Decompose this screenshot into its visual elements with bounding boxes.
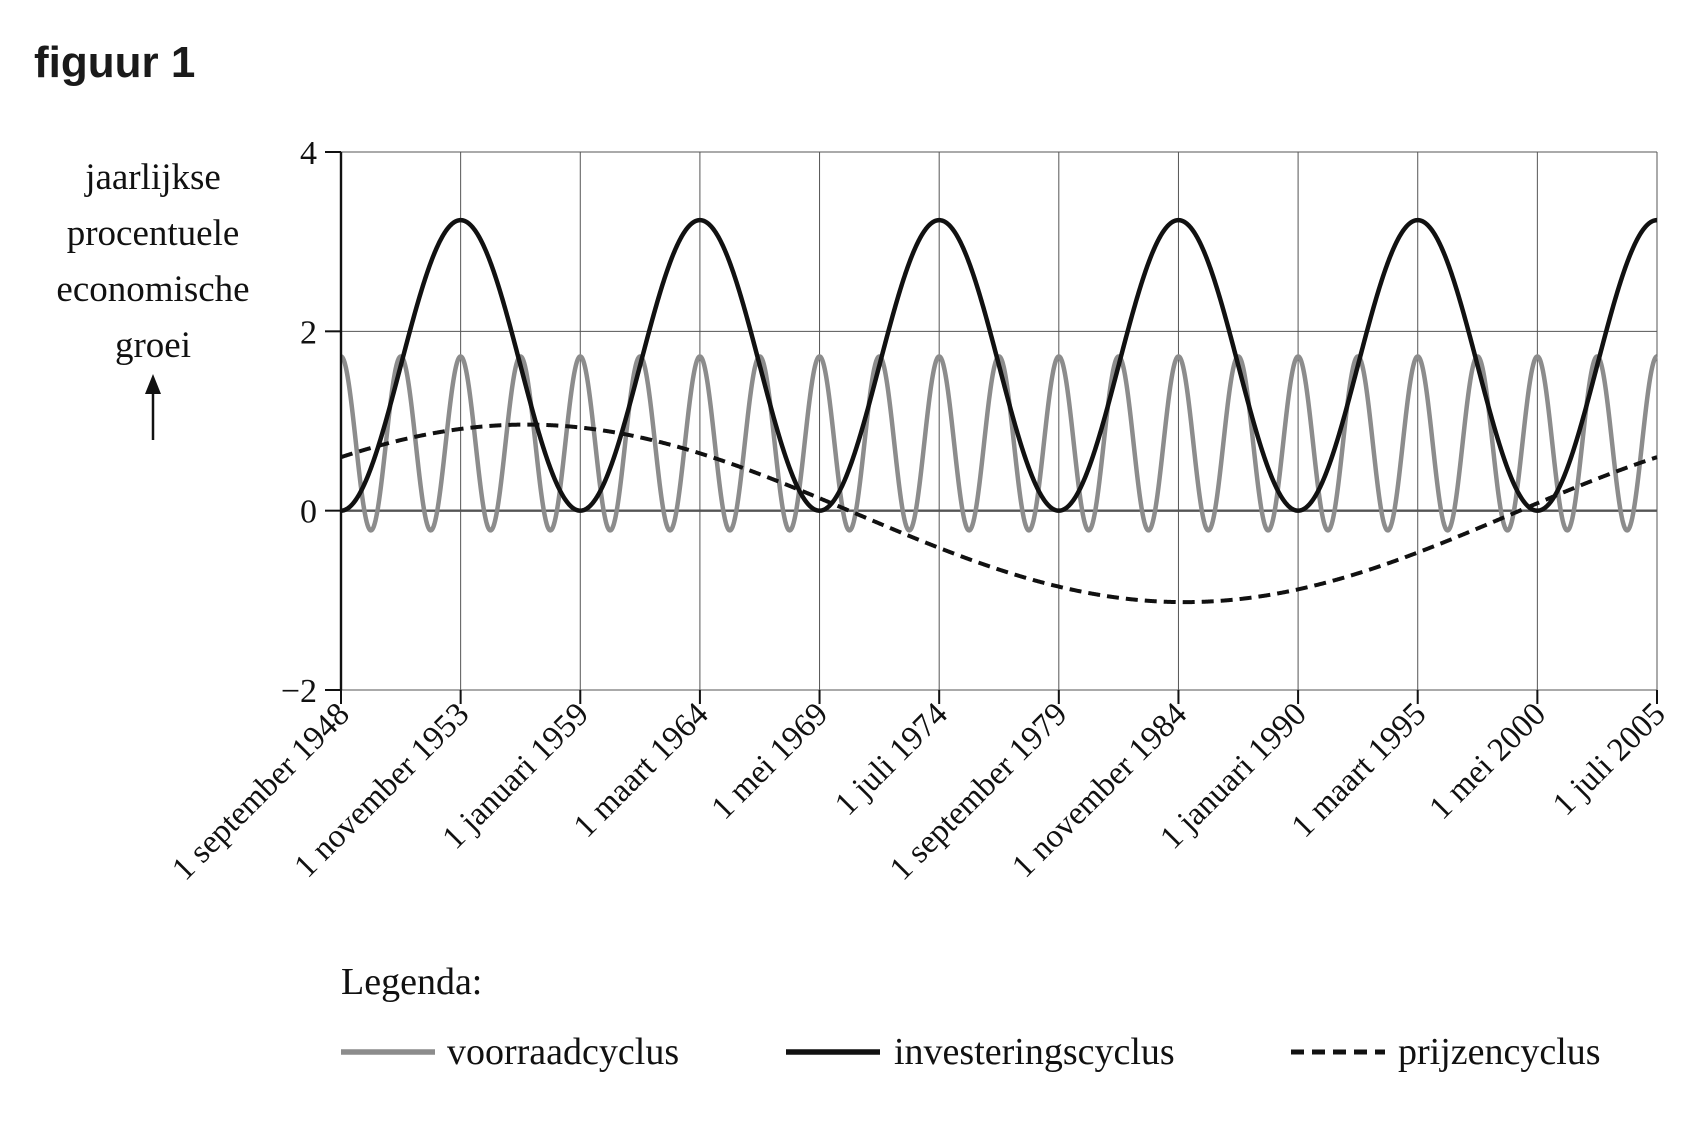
y-tick-label: 4 — [300, 135, 317, 172]
figure-title: figuur 1 — [34, 38, 196, 87]
y-tick-label: 0 — [300, 494, 317, 531]
y-axis-label-line: procentuele — [67, 213, 240, 254]
legend-label-voorraadcyclus: voorraadcyclus — [447, 1031, 679, 1073]
series-line-voorraadcyclus — [339, 354, 1659, 533]
legend: Legenda: voorraadcyclus investeringscyclus… — [341, 961, 1601, 1073]
y-tick-label: 2 — [300, 314, 317, 351]
x-tick-label: 1 mei 2000 — [1423, 696, 1553, 826]
y-axis-label-line: economische — [56, 269, 249, 310]
y-axis-label: jaarlijkse procentuele economische groei — [56, 157, 250, 440]
up-arrow-head-icon — [145, 374, 161, 394]
y-axis-label-line: groei — [115, 325, 191, 366]
grid — [340, 151, 1658, 691]
y-tick-label: −2 — [281, 673, 317, 710]
series-line-prijzencyclus — [339, 422, 1659, 605]
x-tick-label: 1 juli 1974 — [828, 696, 955, 823]
legend-label-prijzencyclus: prijzencyclus — [1398, 1031, 1601, 1073]
legend-title: Legenda: — [341, 961, 482, 1003]
series-line-investeringscyclus — [339, 217, 1659, 513]
y-axis-label-line: jaarlijkse — [83, 157, 221, 198]
x-tick-label: 1 mei 1969 — [705, 696, 835, 826]
x-tick-label: 1 juli 2005 — [1546, 696, 1673, 823]
series-group — [339, 217, 1659, 605]
legend-label-investeringscyclus: investeringscyclus — [894, 1031, 1175, 1073]
